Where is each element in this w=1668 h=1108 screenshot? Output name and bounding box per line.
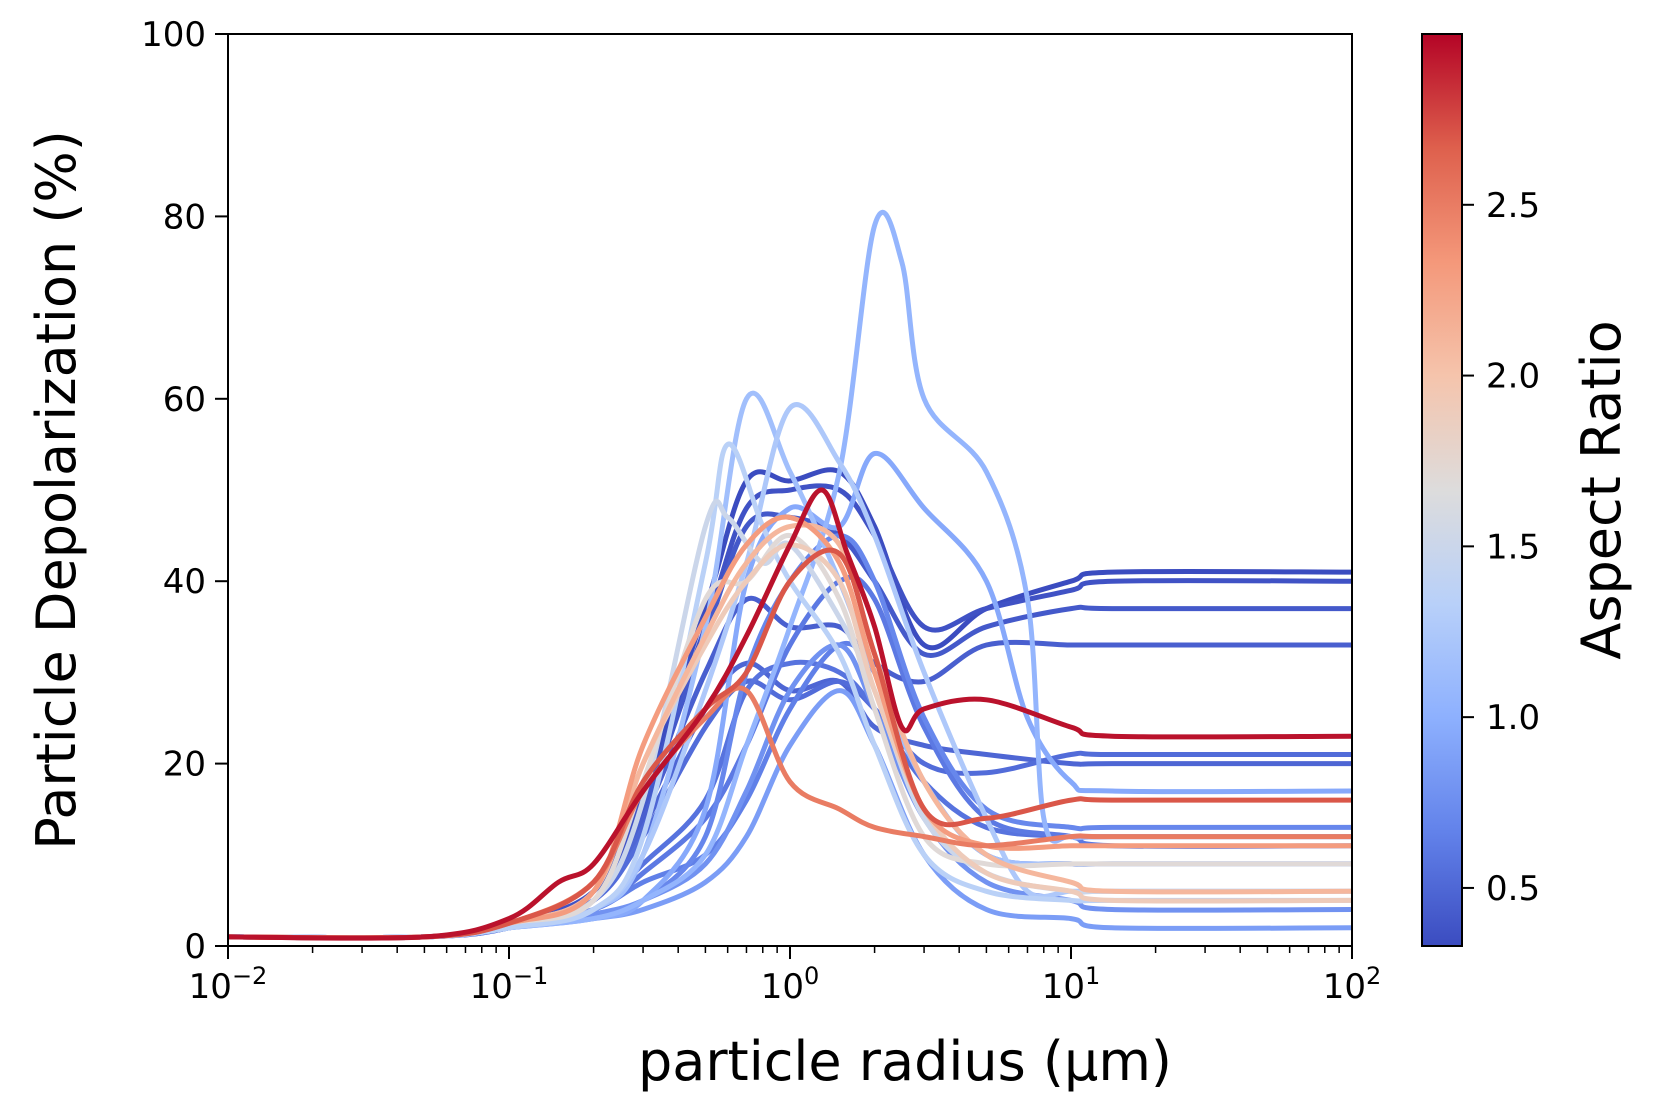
colorbar-tick-label: 2.5 — [1486, 186, 1540, 226]
x-axis: 10−2 10−1 100 101 102 — [189, 946, 1382, 1007]
x-tick-label: 10−2 — [189, 962, 268, 1007]
series-line — [228, 547, 1352, 941]
x-tick-label: 102 — [1323, 962, 1382, 1007]
colorbar: 0.5 1.0 1.5 2.0 2.5 Aspect Ratio — [1421, 33, 1633, 947]
x-axis-label: particle radius (μm) — [638, 1030, 1172, 1093]
colorbar-tick-label: 2.0 — [1486, 357, 1540, 397]
colorbar-tick-label: 0.5 — [1486, 869, 1540, 909]
y-tick-label: 100 — [141, 15, 206, 55]
colorbar-tick-label: 1.5 — [1486, 527, 1540, 567]
colorbar-ticks: 0.5 1.0 1.5 2.0 2.5 — [1462, 186, 1540, 909]
y-axis-label: Particle Depolarization (%) — [25, 130, 88, 850]
series-line — [228, 487, 1352, 941]
colorbar-tick-label: 1.0 — [1486, 698, 1540, 738]
colorbar-gradient — [1421, 33, 1463, 947]
y-tick-label: 20 — [163, 745, 206, 785]
y-axis: 0 20 40 60 80 100 — [141, 15, 228, 967]
x-tick-label: 101 — [1042, 962, 1101, 1007]
colorbar-label: Aspect Ratio — [1570, 320, 1633, 659]
y-tick-label: 40 — [163, 562, 206, 602]
series-line — [228, 209, 1352, 941]
y-tick-label: 0 — [184, 927, 206, 967]
y-tick-label: 80 — [163, 197, 206, 237]
x-tick-label: 10−1 — [470, 962, 549, 1007]
x-tick-label: 100 — [761, 962, 820, 1007]
y-tick-label: 60 — [163, 380, 206, 420]
series-layer — [228, 209, 1352, 941]
